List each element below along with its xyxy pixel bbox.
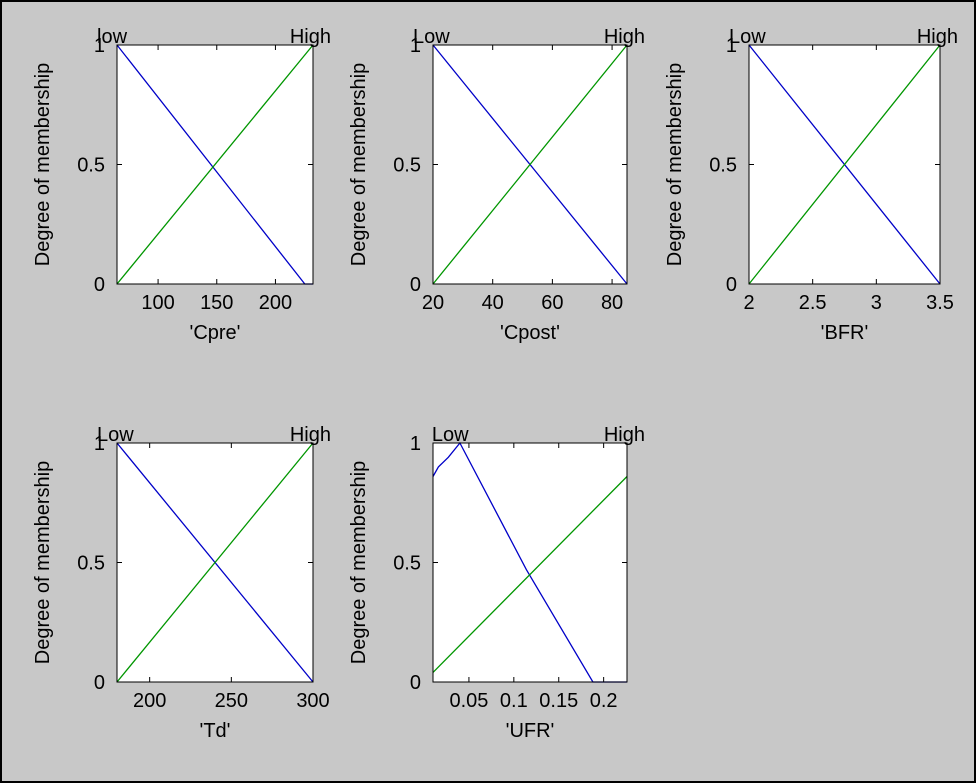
x-tick-label: 2 <box>743 292 754 314</box>
y-tick-label: 0.5 <box>393 553 421 575</box>
y-tick-label: 0.5 <box>709 155 737 177</box>
x-axis-label: 'BFR' <box>821 322 869 344</box>
mf-name-label: High <box>290 26 331 48</box>
mf-name-label: High <box>290 424 331 446</box>
x-tick-label: 0.2 <box>590 690 618 712</box>
x-tick-label: 40 <box>482 292 504 314</box>
x-tick-label: 200 <box>259 292 292 314</box>
x-axis-label: 'Cpre' <box>190 322 241 344</box>
x-tick-label: 0.15 <box>539 690 578 712</box>
mf-name-label: High <box>604 26 645 48</box>
y-axis-label: Degree of membership <box>664 63 686 266</box>
y-tick-label: 0.5 <box>77 553 105 575</box>
axes-background <box>433 443 627 682</box>
mf-name-label: Low <box>97 424 134 446</box>
x-axis-label: 'Cpost' <box>500 322 560 344</box>
mf-name-label: Low <box>729 26 766 48</box>
x-tick-label: 80 <box>601 292 623 314</box>
y-tick-label: 0 <box>410 274 421 296</box>
y-tick-label: 0 <box>410 672 421 694</box>
mf-name-label: Low <box>413 26 450 48</box>
x-tick-label: 0.05 <box>449 690 488 712</box>
mf-name-label: High <box>604 424 645 446</box>
x-tick-label: 100 <box>141 292 174 314</box>
mf-plot-3: 00.512 2.5 3 3.5'BFR'Degree of membershipLo… <box>664 26 958 344</box>
x-axis-label: 'Td' <box>200 720 231 742</box>
mf-name-label: High <box>917 26 958 48</box>
y-tick-label: 0.5 <box>393 155 421 177</box>
x-tick-label: 0.1 <box>500 690 528 712</box>
y-tick-label: 1 <box>410 433 421 455</box>
mf-plot-5: 0 0.5 1 0.05 0.1 0.15 0.2 'UFR' Degree of member… <box>348 424 645 742</box>
x-axis-label: 'UFR' <box>506 720 555 742</box>
y-axis-label: Degree of membership <box>32 63 54 266</box>
x-tick-label: 3 <box>871 292 882 314</box>
x-tick-label: 250 <box>215 690 248 712</box>
x-tick-label: 200 <box>133 690 166 712</box>
y-axis-label: Degree of membership <box>348 461 370 664</box>
x-tick-label: 2.5 <box>799 292 827 314</box>
x-tick-label: 60 <box>541 292 563 314</box>
y-axis-label: Degree of membership <box>348 63 370 266</box>
mf-name-label: Low <box>432 424 469 446</box>
mf-name-label: low <box>97 26 128 48</box>
y-axis-label: Degree of membership <box>32 461 54 664</box>
y-tick-label: 0 <box>94 274 105 296</box>
y-tick-label: 0 <box>94 672 105 694</box>
x-tick-label: 150 <box>200 292 233 314</box>
y-tick-label: 0 <box>726 274 737 296</box>
y-tick-label: 0.5 <box>77 155 105 177</box>
x-tick-label: 300 <box>296 690 329 712</box>
x-tick-label: 3.5 <box>926 292 954 314</box>
x-tick-label: 20 <box>422 292 444 314</box>
